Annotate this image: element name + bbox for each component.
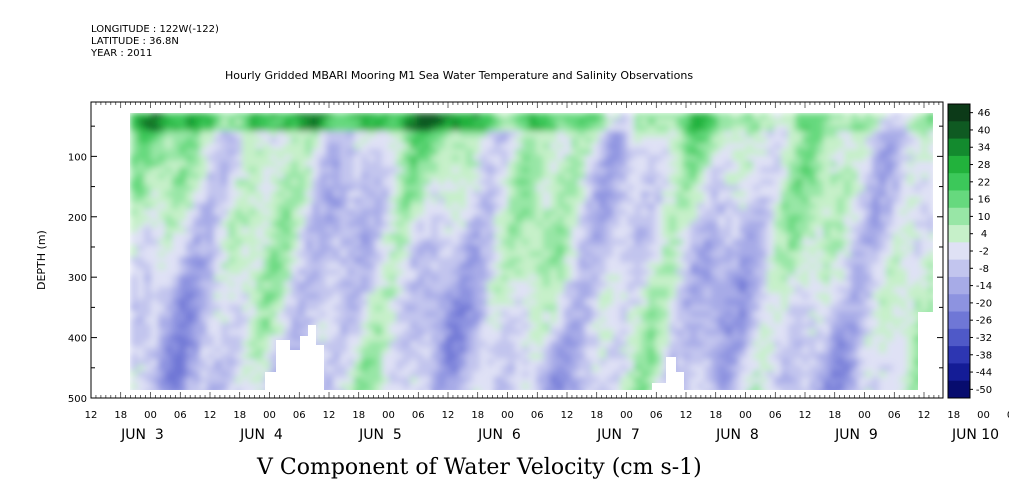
x-tick-label: 00	[382, 410, 395, 421]
x-tick-label: 06	[888, 410, 901, 421]
x-tick-label: 18	[471, 410, 484, 421]
colorbar-swatch	[948, 311, 970, 330]
latitude-text: LATITUDE : 36.8N	[91, 36, 179, 47]
colorbar-swatch	[948, 294, 970, 313]
x-tick-label: 12	[799, 410, 812, 421]
x-tick-label: 12	[680, 410, 693, 421]
colorbar-swatch	[948, 346, 970, 364]
missing-data-regions	[91, 102, 943, 398]
y-axis-title: DEPTH (m)	[35, 230, 48, 290]
colorbar-label: -14	[976, 281, 992, 292]
colorbar-swatch	[948, 259, 970, 278]
x-day-label: JUN 6	[477, 427, 521, 443]
colorbar-swatch	[948, 225, 970, 243]
x-tick-label: 12	[442, 410, 455, 421]
x-tick-label: 18	[114, 410, 127, 421]
colorbar-label: 28	[978, 160, 991, 171]
colorbar-swatch	[948, 242, 970, 261]
y-tick-label: 500	[68, 394, 87, 405]
x-tick-label: 06	[1007, 410, 1009, 421]
x-tick-label: 00	[858, 410, 871, 421]
colorbar-label: 16	[978, 195, 991, 206]
y-tick-label: 200	[68, 213, 87, 224]
colorbar-label: 4	[981, 229, 987, 240]
x-tick-label: 12	[85, 410, 98, 421]
colorbar: 46 40 34 28 22 16 10 4 -2 -8 -14 -20 -26 -32 -38 -44 -50	[947, 103, 992, 399]
x-tick-label: 06	[531, 410, 544, 421]
colorbar-label: -2	[979, 247, 989, 258]
colorbar-label: 40	[978, 125, 991, 136]
x-day-label: JUN 5	[358, 427, 402, 443]
x-day-label: JUN 8	[715, 427, 759, 443]
heatmap-field	[130, 113, 933, 390]
x-tick-label: 12	[323, 410, 336, 421]
colorbar-label: 34	[978, 143, 991, 154]
colorbar-swatch	[948, 138, 970, 157]
x-tick-label: 18	[828, 410, 841, 421]
x-tick-label: 12	[918, 410, 931, 421]
colorbar-label: -20	[976, 298, 992, 309]
x-tick-label: 00	[620, 410, 633, 421]
year-text: YEAR : 2011	[91, 48, 153, 59]
x-tick-label: 06	[174, 410, 187, 421]
colorbar-label: -50	[976, 385, 992, 396]
x-tick-label: 12	[204, 410, 217, 421]
colorbar-label: 22	[978, 177, 991, 188]
x-tick-label: 06	[412, 410, 425, 421]
colorbar-swatch	[948, 190, 970, 209]
x-day-label: JUN 3	[120, 427, 164, 443]
longitude-text: LONGITUDE : 122W(-122)	[91, 24, 219, 35]
colorbar-swatch	[948, 276, 970, 295]
colorbar-swatch	[948, 173, 970, 191]
x-tick-label: 06	[769, 410, 782, 421]
x-tick-label: 06	[293, 410, 306, 421]
x-day-label: JUN 9	[834, 427, 878, 443]
colorbar-label: 46	[978, 108, 991, 119]
y-tick-label: 400	[68, 334, 87, 345]
colorbar-swatch	[948, 207, 970, 226]
colorbar-label: 10	[978, 212, 991, 223]
x-axis-title: V Component of Water Velocity (cm s-1)	[257, 455, 702, 480]
x-tick-label: 12	[561, 410, 574, 421]
x-day-label: JUN 7	[596, 427, 640, 443]
x-tick-label: 18	[709, 410, 722, 421]
colorbar-swatch	[948, 121, 970, 140]
colorbar-label: -8	[979, 264, 989, 275]
y-tick-label: 300	[68, 273, 87, 284]
x-tick-label: 00	[501, 410, 514, 421]
colorbar-swatch	[948, 380, 970, 399]
chart-title: Hourly Gridded MBARI Mooring M1 Sea Wate…	[225, 69, 694, 82]
x-tick-label: 18	[590, 410, 603, 421]
x-tick-label: 00	[977, 410, 990, 421]
x-tick-label: 06	[650, 410, 663, 421]
x-day-label: JUN 4	[239, 427, 283, 443]
colorbar-label: -32	[976, 333, 992, 344]
x-tick-label: 18	[947, 410, 960, 421]
x-day-label: JUN 10	[951, 427, 999, 443]
colorbar-swatch	[948, 328, 970, 347]
colorbar-swatch	[948, 155, 970, 174]
colorbar-swatch	[948, 104, 970, 122]
x-axis: 12 18 00 06 12 18 00 06 12 18 00 06 12 18 00 06 12 18 00 06…	[85, 102, 1009, 443]
x-tick-label: 18	[352, 410, 365, 421]
colorbar-label: -26	[976, 316, 992, 327]
y-axis: 100 200 300 400 500	[68, 125, 943, 405]
x-tick-label: 00	[739, 410, 752, 421]
colorbar-label: -44	[976, 368, 992, 379]
colorbar-label: -38	[976, 350, 992, 361]
x-tick-label: 00	[144, 410, 157, 421]
y-tick-label: 100	[68, 152, 87, 163]
x-tick-label: 00	[263, 410, 276, 421]
x-tick-label: 18	[233, 410, 246, 421]
metadata-block: LONGITUDE : 122W(-122) LATITUDE : 36.8N …	[91, 24, 219, 60]
plot-frame	[90, 101, 944, 399]
colorbar-swatch	[948, 363, 970, 382]
